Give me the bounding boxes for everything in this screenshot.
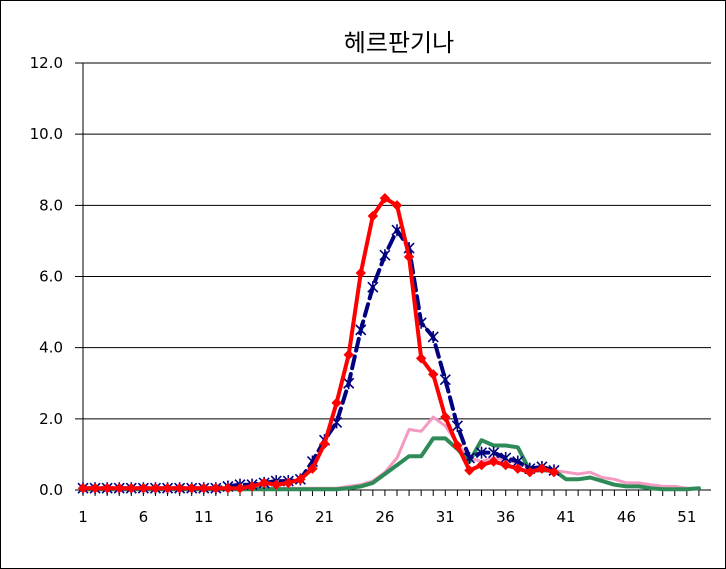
series-line <box>81 196 556 491</box>
data-point <box>331 397 342 409</box>
x-tick-label: 16 <box>255 508 274 526</box>
data-point <box>126 483 137 494</box>
data-point <box>464 465 475 476</box>
chart-title: 헤르판기나 <box>344 29 454 57</box>
series-group <box>77 193 701 495</box>
y-tick-label: 2.0 <box>39 410 63 428</box>
data-point <box>476 459 487 471</box>
data-point <box>343 349 354 360</box>
data-point <box>162 483 173 494</box>
x-tick-label: 6 <box>139 508 149 526</box>
data-point <box>428 369 439 380</box>
data-point <box>488 456 499 467</box>
x-tick-label: 36 <box>496 508 515 526</box>
data-point <box>77 483 89 494</box>
data-point <box>440 411 451 423</box>
series-1 <box>81 415 701 490</box>
data-point <box>271 479 282 490</box>
data-point <box>427 330 439 343</box>
y-tick-label: 6.0 <box>39 268 63 286</box>
x-tick-label: 46 <box>617 508 636 526</box>
data-point <box>283 477 294 489</box>
data-point <box>222 483 234 494</box>
data-point <box>343 377 355 390</box>
y-tick-label: 12.0 <box>30 54 63 72</box>
data-point <box>210 483 222 494</box>
data-point <box>307 463 318 474</box>
data-point <box>258 477 270 489</box>
data-point <box>379 249 391 262</box>
data-point <box>186 483 197 494</box>
data-point <box>391 200 403 211</box>
data-point <box>524 467 536 478</box>
series-4 <box>77 193 560 494</box>
data-point <box>548 467 560 478</box>
data-point <box>403 251 415 263</box>
data-point <box>475 446 488 459</box>
data-point <box>174 483 185 494</box>
data-point <box>500 459 511 471</box>
x-tick-label: 41 <box>557 508 576 526</box>
x-tick-label: 31 <box>436 508 455 526</box>
x-tick-label: 26 <box>375 508 394 526</box>
x-tick-label: 21 <box>315 508 334 526</box>
data-point <box>138 483 149 494</box>
y-tick-label: 4.0 <box>39 339 63 357</box>
data-point <box>114 483 125 494</box>
data-point <box>367 281 379 294</box>
series-line <box>81 415 701 490</box>
data-point <box>355 323 367 336</box>
x-tick-label: 11 <box>194 508 213 526</box>
data-point <box>355 267 366 279</box>
data-point <box>452 440 463 451</box>
x-tick-label: 1 <box>78 508 88 526</box>
data-point <box>379 193 391 204</box>
data-point <box>367 210 379 222</box>
y-tick-label: 10.0 <box>30 125 63 143</box>
data-point <box>150 483 161 494</box>
data-point <box>415 353 427 364</box>
data-point <box>246 481 258 492</box>
data-point <box>319 438 330 449</box>
series-line <box>81 228 556 491</box>
x-tick-label: 51 <box>677 508 696 526</box>
data-point <box>451 419 463 432</box>
data-point <box>536 463 548 474</box>
data-point <box>198 483 209 494</box>
data-point <box>295 474 306 485</box>
data-point <box>439 373 451 386</box>
data-point <box>234 483 246 494</box>
y-tick-label: 8.0 <box>39 196 63 214</box>
data-point <box>89 483 101 494</box>
gridlines <box>75 62 711 491</box>
y-tick-label: 0.0 <box>39 481 63 499</box>
data-point <box>512 463 523 474</box>
data-point <box>101 483 113 494</box>
